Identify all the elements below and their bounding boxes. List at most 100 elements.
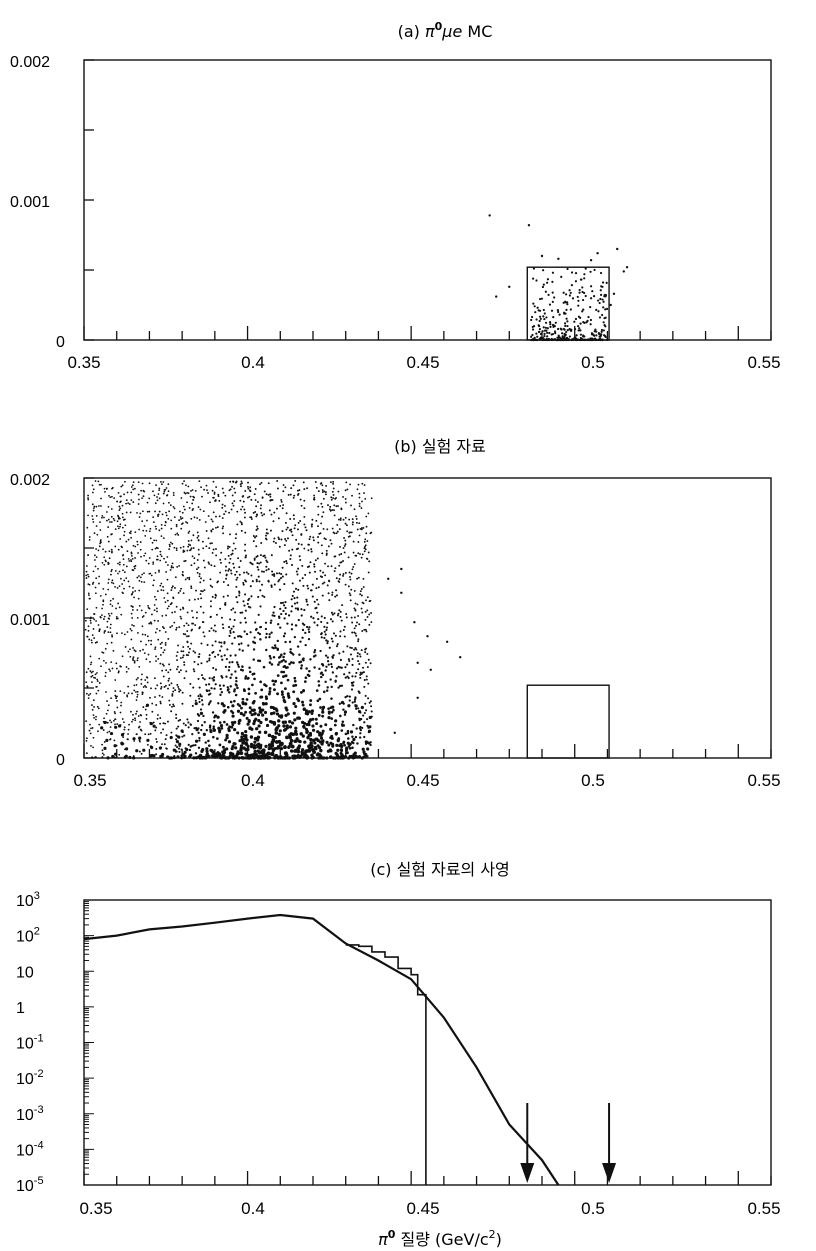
data-event-point [292, 590, 296, 593]
data-event-point [360, 607, 363, 610]
data-event-point [345, 524, 348, 527]
data-event-point [104, 559, 107, 562]
data-event-point [320, 675, 323, 679]
data-event-point [233, 690, 236, 693]
data-event-point [341, 720, 345, 724]
data-event-point [277, 580, 280, 583]
mc-event-point [530, 335, 533, 338]
panel-c-xlabel-close: ) [496, 1230, 502, 1249]
data-event-point [290, 623, 294, 626]
mc-event-point [601, 281, 605, 284]
data-event-point [240, 642, 243, 645]
data-event-point [276, 647, 279, 651]
data-event-point [280, 538, 283, 541]
data-event-point [106, 709, 109, 712]
data-event-point [191, 732, 194, 736]
data-event-point [319, 736, 324, 740]
data-event-point [184, 578, 187, 581]
data-event-point [331, 593, 334, 596]
data-event-point [247, 676, 250, 680]
data-event-point [248, 597, 251, 600]
data-event-point [156, 590, 159, 593]
data-event-point [127, 733, 129, 735]
data-event-point [302, 689, 305, 693]
data-event-point [273, 537, 276, 540]
data-event-point [215, 548, 217, 550]
data-event-point [247, 644, 250, 647]
data-event-point [222, 581, 225, 583]
data-event-point [244, 621, 248, 624]
data-event-point [158, 497, 161, 500]
data-event-point [365, 647, 368, 650]
data-event-point [333, 532, 336, 535]
data-event-point [316, 730, 320, 734]
data-event-point [257, 575, 260, 578]
data-event-point [254, 621, 257, 624]
data-event-point [244, 531, 247, 534]
data-event-point [332, 487, 335, 490]
data-event-point [179, 689, 182, 692]
data-event-point [254, 536, 256, 539]
mc-event-point [589, 259, 593, 262]
data-event-point [338, 578, 341, 580]
data-event-point [231, 704, 235, 708]
data-event-point [198, 739, 201, 742]
data-event-point [342, 574, 344, 577]
data-event-point [171, 624, 173, 627]
data-event-point [214, 640, 217, 643]
data-event-point [364, 548, 367, 551]
data-event-point [310, 550, 313, 553]
data-event-point [117, 572, 119, 575]
data-event-point [221, 745, 225, 749]
data-event-point [213, 719, 216, 723]
data-event-point [302, 707, 306, 711]
data-event-point [169, 668, 172, 671]
data-event-point [271, 570, 274, 573]
data-event-point [148, 497, 151, 500]
data-event-point [139, 576, 142, 579]
data-event-point [354, 675, 357, 678]
mc-event-point [564, 312, 567, 315]
data-event-point [103, 556, 106, 559]
data-event-point [157, 513, 160, 516]
data-event-point [348, 592, 351, 595]
data-event-point [369, 741, 372, 744]
data-event-point [339, 561, 342, 564]
data-event-point [283, 560, 286, 563]
data-event-point [178, 519, 181, 522]
mc-event-point [532, 267, 536, 270]
data-event-point [94, 586, 97, 589]
mc-event-point [602, 329, 605, 332]
data-event-point [154, 547, 157, 550]
data-event-point [130, 638, 133, 641]
data-event-point [321, 552, 324, 555]
data-event-point [106, 731, 109, 734]
data-event-point [351, 494, 353, 497]
data-event-point [133, 660, 136, 662]
data-event-point [132, 657, 134, 660]
data-event-point [342, 650, 345, 653]
data-event-point [313, 565, 316, 568]
data-event-point [183, 677, 186, 680]
data-event-point [349, 730, 354, 734]
mc-event-point [538, 328, 541, 331]
data-event-point [239, 520, 242, 523]
data-event-point [129, 648, 131, 651]
data-event-point [247, 692, 251, 696]
data-event-point [190, 539, 193, 542]
data-event-point [166, 556, 169, 558]
mc-event-point [557, 310, 560, 314]
data-event-point [189, 753, 193, 757]
mc-event-point [563, 322, 567, 325]
data-event-point [194, 699, 197, 702]
data-event-point [113, 739, 116, 742]
data-event-point [228, 691, 231, 694]
data-event-point [93, 676, 95, 679]
data-event-point [330, 637, 333, 640]
data-event-point [366, 615, 369, 618]
data-event-point [222, 595, 225, 598]
data-event-point [354, 735, 358, 739]
data-event-point [304, 756, 309, 760]
data-event-point [238, 566, 241, 569]
data-event-point [165, 511, 167, 514]
